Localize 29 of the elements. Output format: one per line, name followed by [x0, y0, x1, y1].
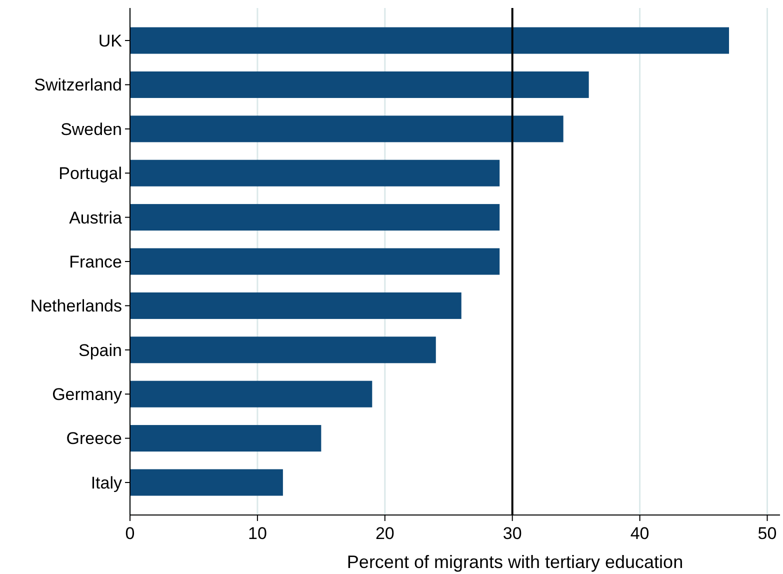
x-tick-label: 50: [758, 524, 777, 543]
y-tick-label: Sweden: [60, 120, 122, 139]
bar: [130, 116, 564, 142]
bar: [130, 469, 283, 496]
bar: [130, 425, 322, 452]
y-tick-label: Netherlands: [30, 296, 122, 316]
y-tick-label: France: [69, 252, 122, 272]
bar: [130, 27, 730, 54]
bar: [130, 204, 500, 231]
y-tick-label: Portugal: [58, 164, 122, 184]
y-tick-label: Italy: [90, 473, 122, 492]
y-tick-label: Austria: [69, 208, 123, 228]
y-tick-label: Spain: [78, 340, 122, 360]
y-tick-label: Greece: [66, 429, 122, 448]
bar: [130, 292, 462, 319]
x-tick-label: 20: [375, 524, 394, 543]
y-tick-label: UK: [98, 31, 123, 50]
x-tick-label: 0: [125, 524, 135, 543]
y-tick-label: Switzerland: [34, 76, 122, 95]
x-tick-label: 30: [502, 524, 522, 543]
bar: [130, 160, 500, 186]
x-tick-label: 10: [248, 524, 267, 543]
y-tick-label: Germany: [52, 385, 122, 404]
x-axis-title: Percent of migrants with tertiary education: [346, 552, 684, 572]
bar: [130, 336, 436, 364]
bar: [130, 248, 500, 275]
bar: [130, 71, 589, 98]
x-tick-label: 40: [630, 524, 650, 543]
bar: [130, 380, 372, 408]
